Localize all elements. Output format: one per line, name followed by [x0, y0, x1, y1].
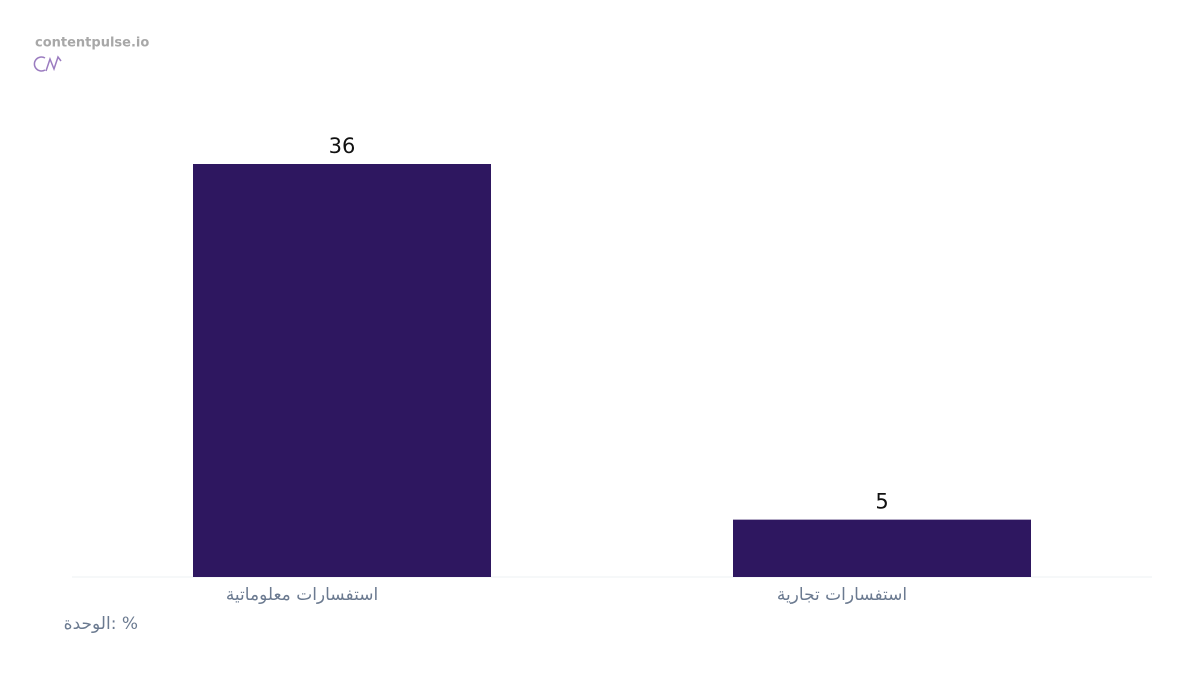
- brand-name: contentpulse.io: [35, 36, 149, 51]
- brand-logo: [33, 55, 62, 72]
- unit-note: الوحدة: %: [64, 614, 138, 634]
- value-label: 5: [875, 490, 888, 514]
- x-tick-label: استفسارات تجارية: [777, 585, 907, 605]
- value-label: 36: [329, 134, 356, 158]
- bar: [193, 164, 491, 577]
- bar: [733, 519, 1031, 577]
- x-tick-label: استفسارات معلوماتية: [226, 585, 378, 605]
